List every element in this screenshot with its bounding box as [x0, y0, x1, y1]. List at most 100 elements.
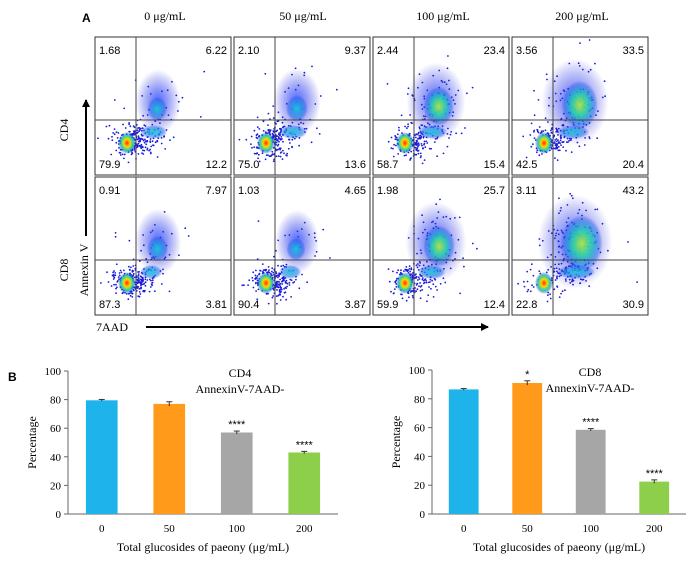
quadrant-lower-left: 42.5 — [516, 159, 537, 171]
event-dot — [542, 130, 545, 133]
event-dot — [144, 284, 147, 287]
quadrant-upper-right: 9.37 — [345, 45, 366, 57]
event-dot — [115, 131, 118, 134]
event-dot — [558, 296, 561, 298]
quadrant-upper-right: 33.5 — [623, 45, 644, 57]
event-dot — [627, 241, 629, 243]
event-dot — [283, 291, 286, 294]
event-dot — [397, 269, 400, 272]
event-dot — [421, 289, 424, 291]
event-dot — [432, 296, 435, 298]
event-dot — [280, 288, 282, 291]
event-dot — [245, 138, 248, 141]
event-dot — [286, 282, 289, 285]
event-dot — [418, 144, 420, 146]
x-tick-label: 0 — [99, 523, 105, 535]
event-dot — [387, 268, 390, 270]
event-dot — [114, 232, 117, 234]
event-dot — [471, 86, 474, 89]
event-dot — [140, 278, 143, 281]
event-dot — [417, 276, 420, 279]
event-dot — [149, 286, 152, 288]
density-lr — [418, 125, 448, 139]
event-dot — [136, 138, 139, 141]
event-dot — [414, 134, 416, 137]
event-dot — [430, 147, 432, 150]
event-dot — [272, 271, 275, 274]
event-dot — [278, 289, 281, 292]
row-label-cd4: CD4 — [57, 119, 71, 142]
event-dot — [439, 198, 441, 201]
event-dot — [557, 145, 560, 148]
quadrant-upper-right: 4.65 — [345, 185, 366, 197]
condition-header-200: 200 μg/mL — [555, 9, 608, 23]
event-dot — [547, 294, 549, 297]
event-dot — [390, 290, 392, 293]
event-dot — [405, 154, 407, 157]
event-dot — [517, 282, 519, 285]
event-dot — [258, 160, 261, 163]
event-dot — [417, 279, 419, 281]
event-dot — [415, 142, 417, 145]
event-dot — [549, 293, 551, 296]
event-dot — [415, 284, 418, 286]
event-dot — [301, 273, 303, 276]
flow-panel-frame — [233, 176, 371, 316]
event-dot — [275, 295, 278, 298]
event-dot — [119, 154, 122, 156]
event-dot — [290, 279, 293, 282]
event-dot — [533, 130, 535, 133]
event-dot — [256, 126, 259, 128]
event-dot — [428, 147, 431, 150]
event-dot — [241, 284, 244, 287]
event-dot — [546, 300, 549, 303]
event-dot — [117, 132, 120, 134]
event-dot — [151, 140, 154, 143]
event-dot — [394, 138, 397, 141]
event-dot — [408, 268, 411, 270]
event-dot — [530, 122, 533, 125]
event-dot — [128, 123, 131, 126]
event-dot — [131, 269, 134, 272]
event-dot — [555, 138, 558, 140]
event-dot — [533, 89, 535, 92]
event-dot — [148, 278, 151, 281]
event-dot — [119, 269, 122, 272]
event-dot — [115, 149, 118, 152]
event-dot — [407, 123, 409, 125]
event-dot — [250, 135, 253, 138]
event-dot — [280, 265, 283, 268]
event-dot — [140, 287, 142, 290]
event-dot — [287, 147, 290, 150]
event-dot — [277, 276, 279, 279]
event-dot — [288, 281, 291, 284]
event-dot — [418, 134, 421, 137]
event-dot — [142, 277, 144, 280]
event-dot — [279, 152, 282, 154]
event-dot — [556, 146, 559, 149]
bar-50 — [153, 403, 186, 514]
event-dot — [141, 152, 143, 155]
event-dot — [130, 153, 133, 156]
event-dot — [153, 290, 156, 292]
event-dot — [537, 131, 540, 134]
live-cell-cluster — [118, 272, 136, 294]
y-tick-label: 20 — [50, 480, 62, 492]
event-dot — [123, 269, 125, 272]
event-dot — [265, 154, 268, 157]
event-dot — [538, 270, 541, 272]
event-dot — [250, 143, 252, 146]
event-dot — [538, 154, 541, 157]
event-dot — [525, 156, 528, 159]
event-dot — [562, 146, 565, 149]
event-dot — [146, 279, 149, 281]
event-dot — [555, 142, 557, 145]
event-dot — [476, 247, 478, 250]
event-dot — [405, 299, 408, 302]
event-dot — [397, 153, 400, 155]
event-dot — [558, 149, 561, 152]
event-dot — [256, 133, 259, 136]
x-axis-label: Total glucosides of paeony (μg/mL) — [117, 540, 289, 554]
live-cell-cluster — [257, 272, 275, 294]
event-dot — [588, 39, 591, 41]
